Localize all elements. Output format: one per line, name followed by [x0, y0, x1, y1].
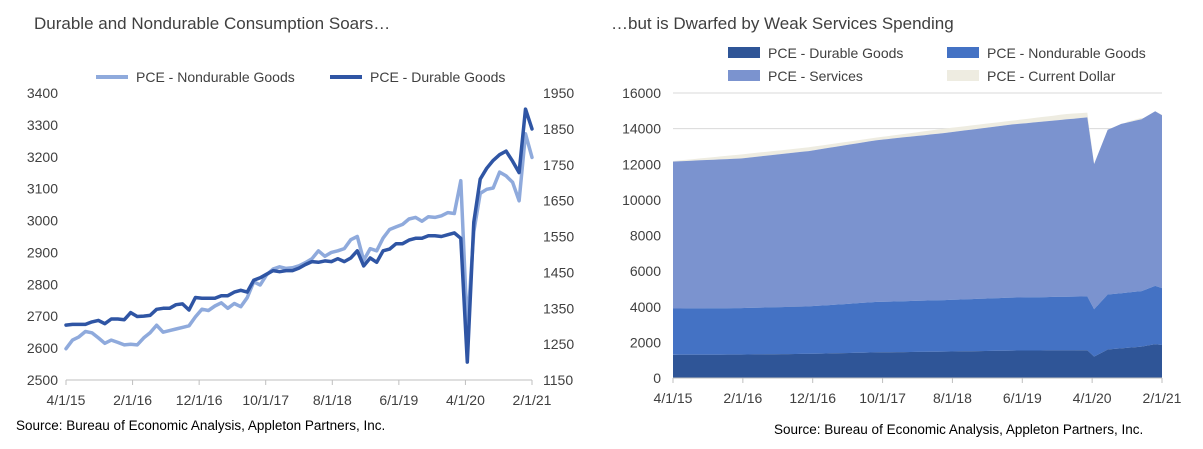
y-right-tick-label: 1150: [543, 372, 573, 388]
y-tick-label: 0: [653, 370, 661, 386]
legend-label: PCE - Current Dollar: [987, 68, 1116, 84]
legend-swatch: [947, 70, 979, 81]
x-tick-label: 10/1/17: [242, 392, 289, 408]
source-note: Source: Bureau of Economic Analysis, App…: [774, 422, 1144, 437]
series-line-pce-durable-goods: [64, 107, 534, 364]
y-left-tick-label: 2600: [27, 340, 58, 356]
y-left-tick-label: 3200: [27, 149, 58, 165]
y-right-tick-label: 1650: [543, 193, 574, 209]
y-right-tick-label: 1350: [543, 300, 574, 316]
x-tick-label: 6/1/19: [1003, 390, 1042, 406]
x-tick-label: 2/1/16: [723, 390, 762, 406]
series-line-pce-nondurable-goods: [64, 132, 534, 351]
y-left-tick-label: 2800: [27, 276, 58, 292]
y-right-tick-label: 1550: [543, 229, 574, 245]
x-tick-label: 2/1/16: [113, 392, 152, 408]
y-left-tick-label: 3100: [27, 181, 58, 197]
x-tick-label: 12/1/16: [176, 392, 223, 408]
x-tick-label: 4/1/15: [654, 390, 693, 406]
y-left-tick-label: 2700: [27, 308, 58, 324]
y-left-tick-label: 3000: [27, 213, 58, 229]
y-left-tick-label: 2900: [27, 244, 58, 260]
legend-swatch: [728, 70, 760, 81]
y-tick-label: 16000: [622, 85, 661, 101]
y-left-tick-label: 3300: [27, 117, 58, 133]
x-tick-label: 4/1/20: [446, 392, 485, 408]
area-pce-durable-goods: [673, 344, 1162, 378]
area-pce-nondurable-goods: [673, 285, 1162, 357]
legend-label: PCE - Nondurable Goods: [136, 69, 295, 85]
y-tick-label: 6000: [630, 263, 661, 279]
chart-title: …but is Dwarfed by Weak Services Spendin…: [611, 14, 954, 33]
x-tick-label: 8/1/18: [313, 392, 352, 408]
legend-label: PCE - Durable Goods: [370, 69, 505, 85]
y-right-tick-label: 1950: [543, 85, 574, 101]
y-right-tick-label: 1750: [543, 157, 574, 173]
area-pce-services: [673, 111, 1162, 310]
legend-label: PCE - Services: [768, 68, 863, 84]
legend-label: PCE - Durable Goods: [768, 45, 903, 61]
x-tick-label: 2/1/21: [1143, 390, 1182, 406]
y-left-tick-label: 3400: [27, 85, 58, 101]
x-tick-label: 10/1/17: [859, 390, 906, 406]
y-right-tick-label: 1450: [543, 264, 574, 280]
source-note: Source: Bureau of Economic Analysis, App…: [16, 418, 386, 433]
y-tick-label: 14000: [622, 121, 661, 137]
line-chart: 2500 2600 2700 2800 2900 3000 3100 3200 3300 3400…: [27, 69, 575, 408]
area-chart: 0 2000 4000 6000 8000 10000 12000 14000 16000 4/1…: [622, 45, 1182, 406]
y-left-tick-label: 2500: [27, 372, 58, 388]
y-tick-label: 12000: [622, 156, 661, 172]
legend-swatch: [728, 47, 760, 58]
y-tick-label: 10000: [622, 192, 661, 208]
x-tick-label: 8/1/18: [933, 390, 972, 406]
y-tick-label: 4000: [630, 299, 661, 315]
x-tick-label: 12/1/16: [789, 390, 836, 406]
durable-nondurable-chart-panel: Durable and Nondurable Consumption Soars…: [0, 0, 590, 449]
chart-title: Durable and Nondurable Consumption Soars…: [34, 14, 391, 33]
x-tick-label: 6/1/19: [379, 392, 418, 408]
y-right-tick-label: 1250: [543, 336, 574, 352]
x-tick-label: 4/1/15: [47, 392, 86, 408]
consumption-area-chart-panel: …but is Dwarfed by Weak Services Spendin…: [600, 0, 1203, 449]
y-tick-label: 8000: [630, 228, 661, 244]
y-tick-label: 2000: [630, 334, 661, 350]
y-right-tick-label: 1850: [543, 121, 574, 137]
legend-swatch: [947, 47, 979, 58]
area-pce-current-dollar: [673, 111, 1162, 165]
x-tick-label: 2/1/21: [513, 392, 552, 408]
x-tick-label: 4/1/20: [1073, 390, 1112, 406]
legend-label: PCE - Nondurable Goods: [987, 45, 1146, 61]
